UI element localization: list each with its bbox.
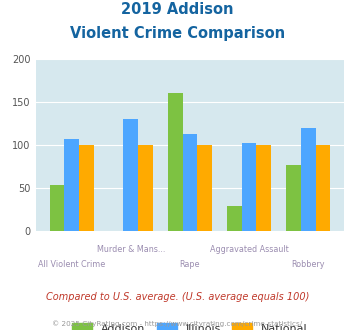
Bar xyxy=(50,185,64,231)
Text: Murder & Mans...: Murder & Mans... xyxy=(97,245,165,254)
Bar xyxy=(138,145,153,231)
Bar xyxy=(227,206,242,231)
Text: Violent Crime Comparison: Violent Crime Comparison xyxy=(70,26,285,41)
Text: Rape: Rape xyxy=(180,260,200,269)
Bar xyxy=(182,134,197,231)
Text: 2019 Addison: 2019 Addison xyxy=(121,2,234,16)
Bar xyxy=(242,144,256,231)
Text: All Violent Crime: All Violent Crime xyxy=(38,260,105,269)
Text: © 2025 CityRating.com - https://www.cityrating.com/crime-statistics/: © 2025 CityRating.com - https://www.city… xyxy=(53,321,302,327)
Bar xyxy=(301,128,316,231)
Bar xyxy=(168,93,182,231)
Text: Robbery: Robbery xyxy=(291,260,325,269)
Text: Compared to U.S. average. (U.S. average equals 100): Compared to U.S. average. (U.S. average … xyxy=(46,292,309,302)
Text: Aggravated Assault: Aggravated Assault xyxy=(210,245,288,254)
Bar xyxy=(124,119,138,231)
Legend: Addison, Illinois, National: Addison, Illinois, National xyxy=(68,319,312,330)
Bar xyxy=(256,145,271,231)
Bar xyxy=(79,145,94,231)
Bar xyxy=(316,145,330,231)
Bar xyxy=(197,145,212,231)
Bar xyxy=(286,165,301,231)
Bar xyxy=(64,139,79,231)
